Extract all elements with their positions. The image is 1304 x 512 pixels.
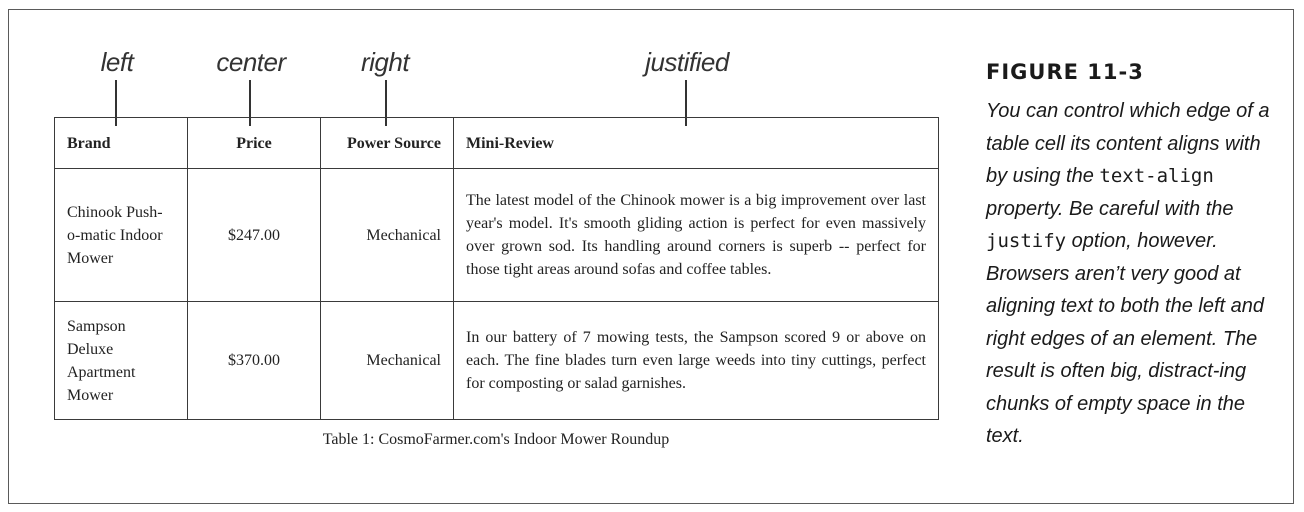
table-header-row: Brand Price Power Source Mini-Review: [54, 117, 939, 169]
figure-text-part-2: property. Be careful with the: [986, 197, 1234, 220]
figure-code-text-align: text-align: [1099, 165, 1214, 187]
pointer-right: [385, 80, 387, 126]
table-row: Chinook Push-o-matic Indoor Mower $247.0…: [54, 168, 939, 302]
figure-label: FIGURE 11-3: [986, 60, 1144, 84]
pointer-justified: [685, 80, 687, 126]
cell-mini-review: In our battery of 7 mowing tests, the Sa…: [453, 301, 939, 420]
figure-description: You can control which edge of a table ce…: [986, 95, 1276, 453]
table-row: Sampson Deluxe Apartment Mower $370.00 M…: [54, 301, 939, 420]
header-brand: Brand: [54, 117, 188, 169]
figure-text-part-3: option, however. Browsers aren’t very go…: [986, 230, 1264, 447]
cell-mini-review: The latest model of the Chinook mower is…: [453, 168, 939, 302]
header-price: Price: [187, 117, 321, 169]
pointer-center: [249, 80, 251, 126]
pointer-left: [115, 80, 117, 126]
callout-justified: justified: [645, 47, 729, 77]
callout-center: center: [216, 47, 286, 77]
cell-brand: Sampson Deluxe Apartment Mower: [54, 301, 188, 420]
figure-text-part-1: You can control which edge of a table ce…: [986, 100, 1270, 187]
cell-brand: Chinook Push-o-matic Indoor Mower: [54, 168, 188, 302]
cell-power-source: Mechanical: [320, 168, 454, 302]
cell-price: $247.00: [187, 168, 321, 302]
table-caption: Table 1: CosmoFarmer.com's Indoor Mower …: [322, 431, 670, 448]
cell-power-source: Mechanical: [320, 301, 454, 420]
header-power-source: Power Source: [320, 117, 454, 169]
cell-price: $370.00: [187, 301, 321, 420]
mower-table: Brand Price Power Source Mini-Review Chi…: [54, 117, 939, 420]
callout-right: right: [360, 47, 410, 77]
callout-left: left: [100, 47, 134, 77]
figure-code-justify: justify: [986, 230, 1067, 252]
header-mini-review: Mini-Review: [453, 117, 939, 169]
